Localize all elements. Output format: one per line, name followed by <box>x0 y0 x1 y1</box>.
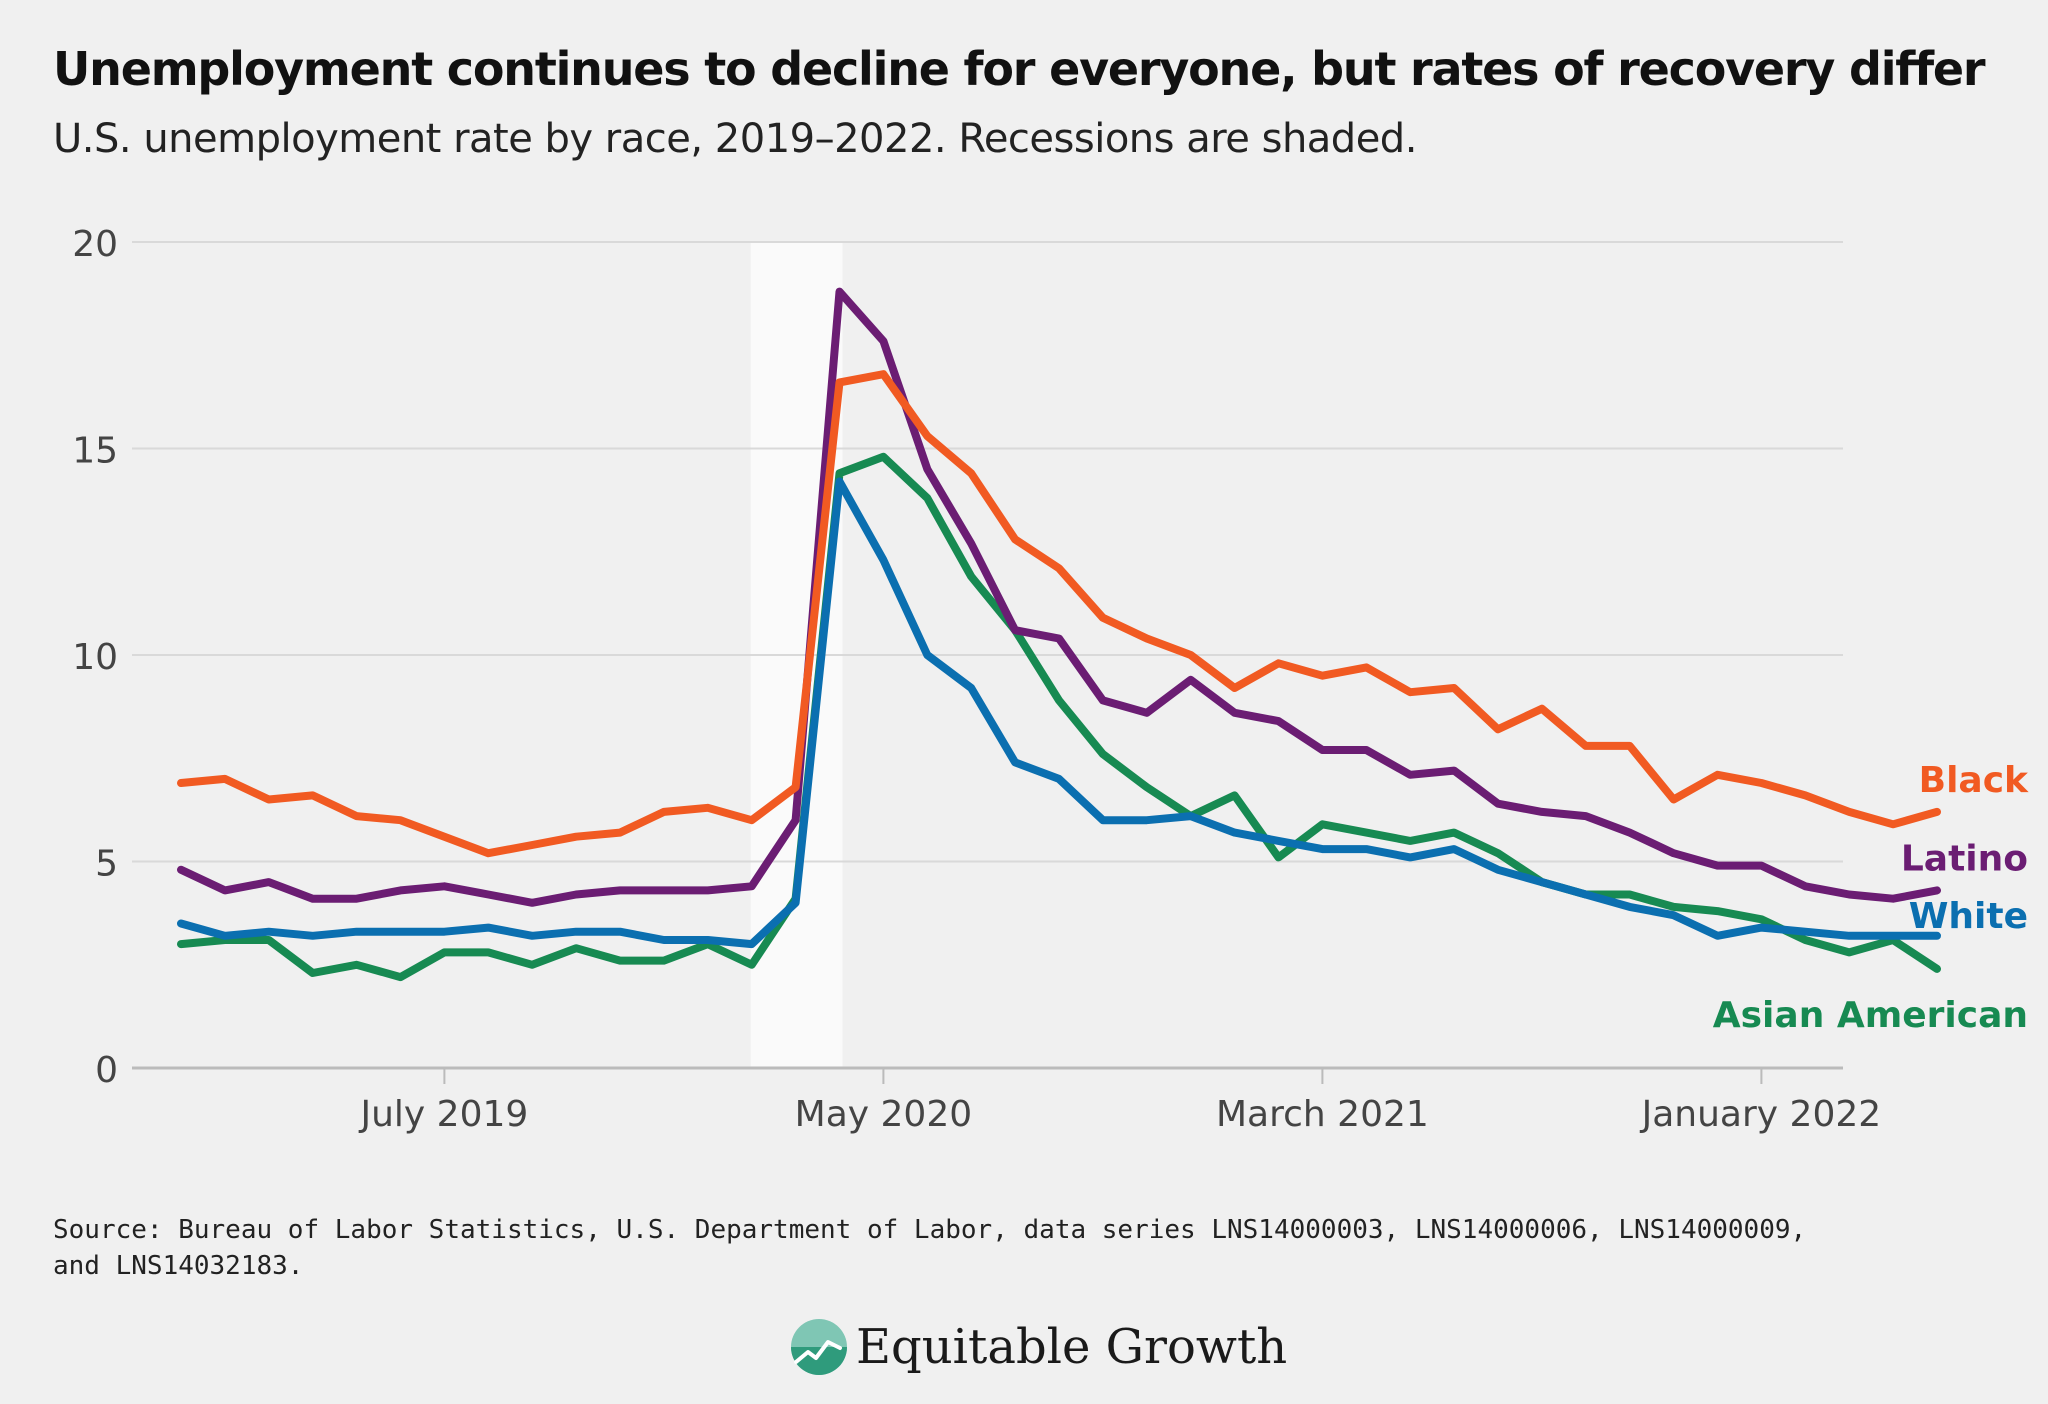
series-label-latino: Latino <box>1901 838 2028 879</box>
y-axis-ticks: 0 5 10 15 20 <box>72 224 118 1091</box>
series-label-white: White <box>1909 896 2028 937</box>
y-tick-label: 10 <box>72 637 118 678</box>
equitable-growth-logo: Equitable Growth <box>790 1318 1287 1376</box>
logo-text: Equitable Growth <box>856 1319 1288 1375</box>
line-chart: 0 5 10 15 20 July 2019 May 2020 March 2021 Janu… <box>72 224 2029 1135</box>
series-labels: Black Latino White Asian American <box>1713 760 2029 1036</box>
series-label-black: Black <box>1919 760 2029 801</box>
y-tick-label: 0 <box>95 1050 118 1091</box>
x-axis-ticks: July 2019 May 2020 March 2021 January 2022 <box>358 1068 1881 1135</box>
y-tick-label: 5 <box>95 844 118 885</box>
series-line-white <box>177 477 1941 949</box>
x-tick-label: March 2021 <box>1216 1094 1429 1135</box>
x-tick-label: January 2022 <box>1640 1094 1882 1135</box>
series-lines <box>177 287 1941 982</box>
series-line-latino <box>177 287 1941 907</box>
chart-title: Unemployment continues to decline for ev… <box>53 42 1986 96</box>
y-tick-label: 15 <box>72 431 118 472</box>
x-tick-label: July 2019 <box>358 1094 528 1135</box>
growth-chart-icon <box>791 1319 847 1375</box>
x-tick-label: May 2020 <box>795 1094 973 1135</box>
series-line-asian-american <box>177 452 1941 982</box>
gridlines <box>132 241 1843 1070</box>
y-tick-label: 20 <box>72 224 118 265</box>
series-label-asian-american: Asian American <box>1713 995 2028 1036</box>
chart-subtitle: U.S. unemployment rate by race, 2019–202… <box>53 116 1417 162</box>
source-note: Source: Bureau of Labor Statistics, U.S.… <box>53 1215 1807 1281</box>
series-line-black <box>177 370 1941 858</box>
